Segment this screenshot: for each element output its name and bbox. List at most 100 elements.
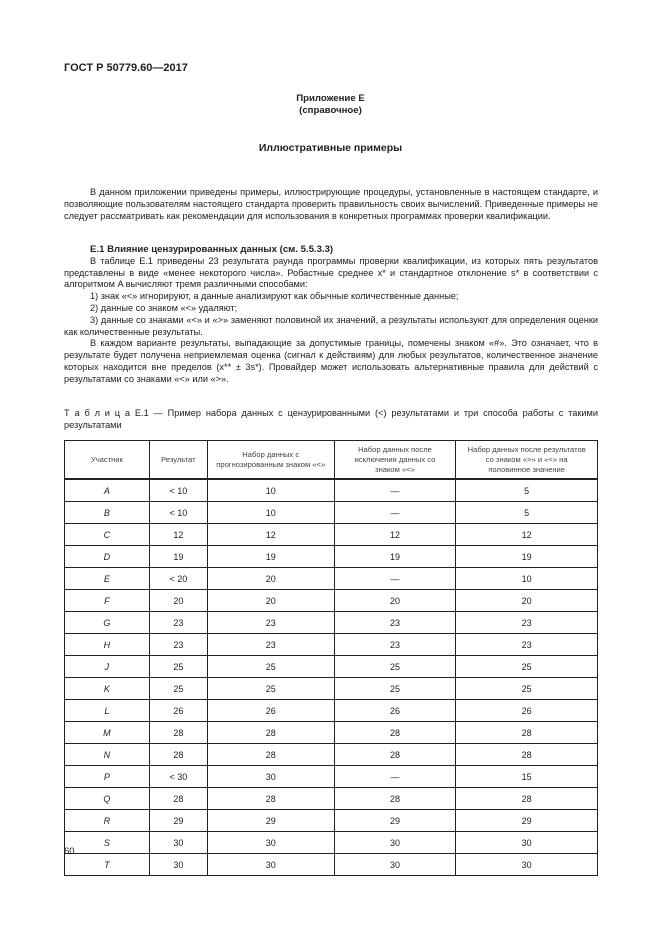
table-cell: 12	[148, 523, 208, 546]
table-cell: 20	[206, 589, 335, 612]
table-cell: 29	[148, 809, 208, 832]
table-cell: N	[64, 743, 150, 766]
table-cell: M	[64, 721, 150, 744]
table-cell: H	[64, 633, 150, 656]
table-cell: B	[64, 501, 150, 524]
table-cell: P	[64, 765, 150, 788]
table-cell: Q	[64, 787, 150, 810]
table-cell: 30	[206, 765, 335, 788]
table-row: L 26 26 26 26	[64, 699, 598, 722]
table-cell: S	[64, 831, 150, 854]
section-paragraph-1: В таблице Е.1 приведены 23 результата ра…	[64, 255, 598, 290]
table-cell: 25	[455, 655, 598, 678]
list-item: 2) данные со знаком «<» удаляют;	[90, 302, 238, 313]
list-item: 3) данные со знаками «<» и «>» заменяют …	[64, 314, 598, 337]
table-cell: 26	[455, 699, 598, 722]
table-cell: 15	[455, 765, 598, 788]
table-row: A < 10 10—5	[64, 478, 598, 502]
table-cell: 28	[148, 721, 208, 744]
table-row: R 29 29 29 29	[64, 809, 598, 832]
table-cell: 23	[148, 611, 208, 634]
table-cell: 12	[206, 523, 335, 546]
table-cell: E	[64, 567, 150, 590]
table-cell: 29	[333, 809, 457, 832]
table-cell: 25	[206, 655, 335, 678]
table-row: K 25 25 25 25	[64, 677, 598, 700]
appendix-subtitle: (справочное)	[299, 105, 362, 116]
table-cell: G	[64, 611, 150, 634]
table-cell: 28	[333, 787, 457, 810]
table-cell: —	[333, 567, 457, 590]
column-header: Набор данных с прогнозированным знаком «…	[206, 440, 335, 480]
table-cell: F	[64, 589, 150, 612]
table-row: E < 20 20—10	[64, 567, 598, 590]
table-cell: 25	[206, 677, 335, 700]
table-cell: 5	[455, 501, 598, 524]
appendix-title: Приложение Е	[296, 93, 365, 104]
table-cell: < 30	[148, 765, 208, 788]
column-header: Набор данных после результатов со знаком…	[455, 440, 598, 480]
table-cell: 20	[455, 589, 598, 612]
table-cell: —	[333, 765, 457, 788]
table-cell: 26	[333, 699, 457, 722]
column-header: Набор данных после исключения данных со …	[333, 440, 457, 480]
table-cell: 28	[206, 743, 335, 766]
table-cell: 23	[206, 633, 335, 656]
list-item: 1) знак «<» игнорируют, а данные анализи…	[90, 291, 459, 302]
table-cell: 30	[206, 831, 335, 854]
table-cell: 25	[333, 677, 457, 700]
table-row: Q 28 28 28 28	[64, 787, 598, 810]
table-cell: 23	[148, 633, 208, 656]
table-cell: D	[64, 545, 150, 568]
table-cell: 28	[148, 743, 208, 766]
table-row: B < 10 10—5	[64, 501, 598, 524]
table-cell: 29	[206, 809, 335, 832]
table-cell: 23	[333, 611, 457, 634]
table-cell: 12	[455, 523, 598, 546]
table-row: J 25 25 25 25	[64, 655, 598, 678]
table-row: S 30 30 30 30	[64, 831, 598, 854]
column-header: Участник	[64, 440, 150, 480]
table-row: D 19 19 19 19	[64, 545, 598, 568]
table-cell: 10	[206, 501, 335, 524]
table-cell: —	[333, 501, 457, 524]
table-cell: A	[64, 478, 150, 502]
table-cell: 28	[206, 721, 335, 744]
appendix-heading: Иллюстративные примеры	[258, 142, 403, 154]
table-cell: 30	[206, 853, 335, 876]
table-cell: 25	[148, 677, 208, 700]
table-cell: 23	[455, 633, 598, 656]
table-cell: < 20	[148, 567, 208, 590]
table-cell: 10	[206, 478, 335, 502]
table-row: F 20 20 20 20	[64, 589, 598, 612]
table-cell: 30	[455, 831, 598, 854]
table-cell: 5	[455, 478, 598, 502]
table-cell: 28	[148, 787, 208, 810]
table-cell: C	[64, 523, 150, 546]
table-row: C 12 12 12 12	[64, 523, 598, 546]
table-row: H 23 23 23 23	[64, 633, 598, 656]
table-cell: 12	[333, 523, 457, 546]
table-cell: 28	[206, 787, 335, 810]
table-cell: 20	[333, 589, 457, 612]
table-cell: 19	[455, 545, 598, 568]
data-table: Участник Результат Набор данных с прогнози…	[64, 440, 598, 876]
column-header: Результат	[148, 440, 208, 480]
table-cell: 19	[333, 545, 457, 568]
table-cell: 19	[148, 545, 208, 568]
table-cell: 25	[148, 655, 208, 678]
section-paragraph-2: В каждом варианте результаты, выпадающие…	[64, 338, 598, 384]
table-cell: T	[64, 853, 150, 876]
table-cell: —	[333, 478, 457, 502]
table-cell: 29	[455, 809, 598, 832]
table-cell: 28	[455, 721, 598, 744]
table-row: N 28 28 28 28	[64, 743, 598, 766]
page-number: 60	[64, 846, 75, 857]
intro-paragraph: В данном приложении приведены примеры, и…	[64, 187, 598, 222]
table-cell: 10	[455, 567, 598, 590]
table-cell: 20	[148, 589, 208, 612]
table-cell: J	[64, 655, 150, 678]
table-cell: L	[64, 699, 150, 722]
table-cell: 26	[206, 699, 335, 722]
table-cell: 30	[333, 831, 457, 854]
